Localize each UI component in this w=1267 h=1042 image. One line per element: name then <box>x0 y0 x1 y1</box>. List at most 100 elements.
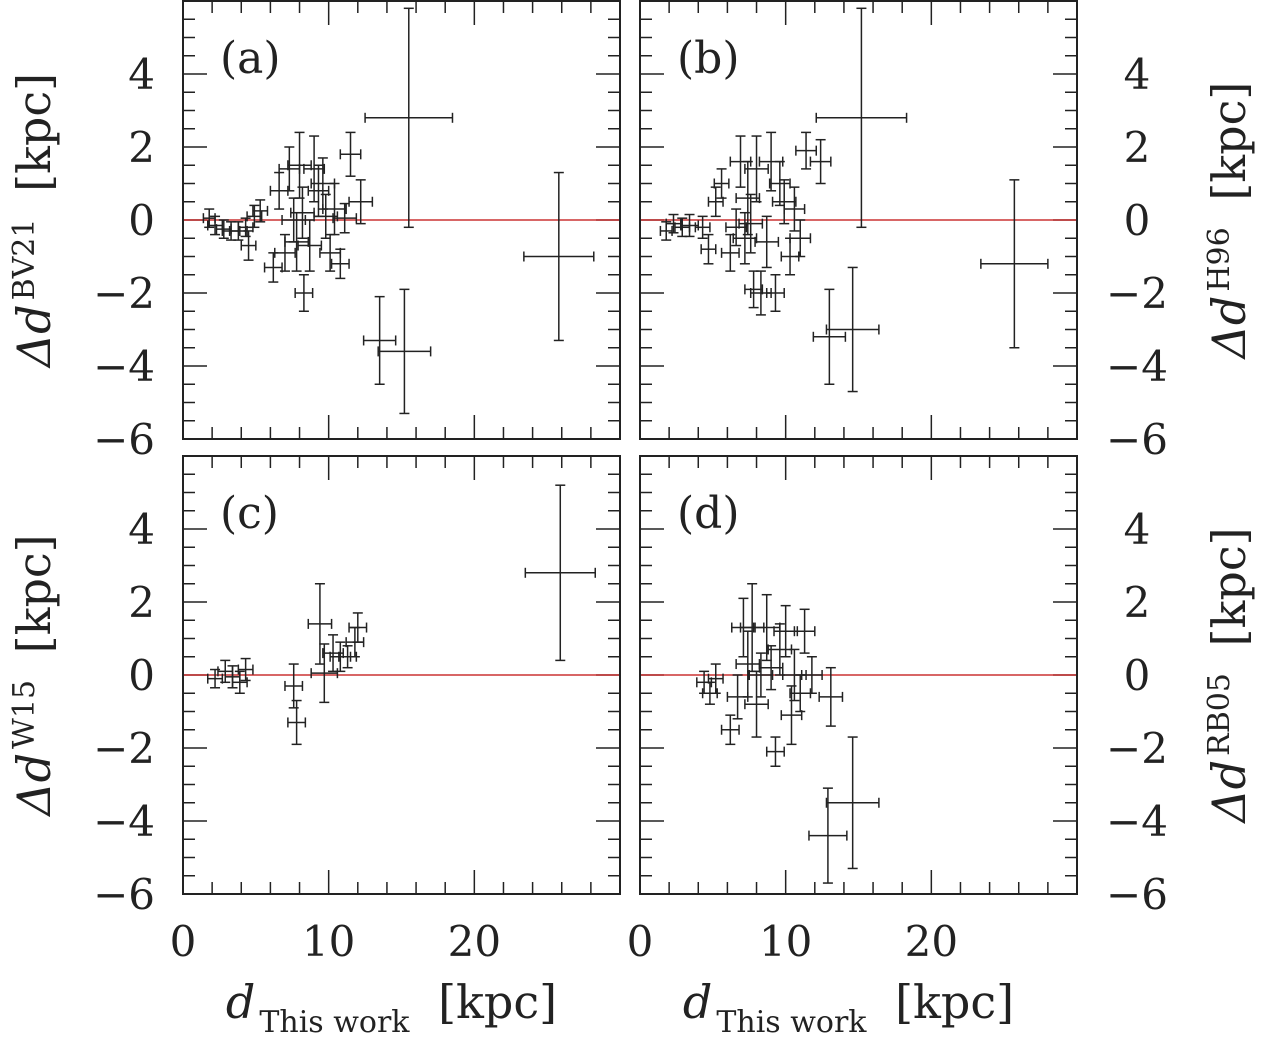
y-tick-label: −6 <box>1106 870 1168 919</box>
data-point <box>339 131 362 177</box>
data-point <box>749 270 772 316</box>
data-point <box>319 233 342 272</box>
data-point <box>713 168 730 199</box>
panel-a: (a) −6 −4 −2 0 2 4 ΔdBV21 [kpc] <box>7 0 621 464</box>
y-axis-unit: [kpc] <box>7 534 61 668</box>
y-tick-label: −4 <box>93 797 155 846</box>
data-point <box>294 274 314 312</box>
data-point <box>207 215 224 236</box>
data-point <box>818 666 844 727</box>
data-point <box>322 182 347 236</box>
y-axis-title: ΔdBV21 [kpc] <box>7 73 61 369</box>
y-tick-label: −2 <box>93 724 155 773</box>
data-point <box>771 179 797 225</box>
x-axis-title: d This work [kpc] <box>226 975 557 1040</box>
data-point <box>980 179 1049 349</box>
panel-label: (c) <box>220 488 279 539</box>
y-axis-symbol: Δd <box>1202 296 1256 361</box>
panel-frame <box>182 455 621 895</box>
y-tick-label: 0 <box>1124 651 1151 700</box>
y-axis-superscript: H96 <box>1202 227 1237 291</box>
x-axis-symbol: d <box>683 975 712 1029</box>
panel-label: (a) <box>220 33 281 84</box>
data-point <box>665 213 682 234</box>
y-tick-label: 0 <box>128 651 155 700</box>
data-point <box>825 266 880 393</box>
data-point <box>240 230 257 261</box>
x-tick-label: 10 <box>302 917 355 966</box>
data-point <box>754 215 780 269</box>
data-point <box>207 668 224 689</box>
y-axis-unit: [kpc] <box>1202 82 1256 216</box>
data-point <box>303 135 326 203</box>
data-point <box>752 593 781 662</box>
data-point <box>765 274 785 312</box>
data-point <box>362 295 397 385</box>
data-point <box>274 233 296 272</box>
panel-label: (d) <box>677 488 740 539</box>
data-point <box>800 656 823 694</box>
data-point <box>812 288 847 385</box>
data-point <box>789 219 812 258</box>
data-point <box>694 215 711 239</box>
y-axis-title: Δd H96 [kpc] <box>1202 82 1256 361</box>
y-axis-superscript: BV21 <box>7 219 42 301</box>
y-tick-label: −4 <box>93 342 155 391</box>
y-tick-label: 2 <box>128 578 155 627</box>
data-point <box>332 202 358 234</box>
x-axis-unit: [kpc] <box>880 975 1014 1029</box>
y-axis-title: Δd RB05 [kpc] <box>1202 527 1256 824</box>
y-tick-label: −2 <box>93 269 155 318</box>
data-point <box>246 204 263 229</box>
x-tick-label: 20 <box>448 917 501 966</box>
data-point <box>768 160 791 207</box>
data-point <box>348 179 374 225</box>
data-point <box>252 199 269 223</box>
data-point <box>725 208 748 247</box>
data-point <box>287 699 307 746</box>
y-tick-label: −2 <box>1106 269 1168 318</box>
y-axis-unit: [kpc] <box>7 73 61 207</box>
x-tick-label: 20 <box>905 917 958 966</box>
panel-c: (c) −6 −4 −2 0 2 4 Δd W15 [kpc] 0 10 20 d This work [… <box>7 455 621 1040</box>
x-axis-symbol: d <box>226 975 255 1029</box>
data-point <box>700 233 717 265</box>
data-point <box>237 657 254 682</box>
data-point <box>278 146 301 192</box>
data-point <box>765 736 785 767</box>
x-tick-label: 10 <box>759 917 812 966</box>
data-point <box>815 7 908 229</box>
data-point <box>297 219 323 272</box>
y-axis-superscript: W15 <box>7 680 42 749</box>
panel-frame <box>182 0 621 440</box>
y-tick-label: −4 <box>1106 342 1168 391</box>
y-tick-label: −2 <box>1106 724 1168 773</box>
data-point <box>338 645 358 669</box>
panel-frame <box>639 0 1078 440</box>
data-point <box>795 131 818 170</box>
y-tick-label: 2 <box>1124 578 1151 627</box>
y-tick-label: 0 <box>1124 196 1151 245</box>
data-point <box>364 7 454 229</box>
data-point <box>809 138 832 185</box>
data-point <box>524 484 596 662</box>
y-tick-label: −4 <box>1106 797 1168 846</box>
data-point <box>263 252 283 283</box>
x-axis-subscript: This work <box>716 1005 867 1040</box>
y-tick-label: 2 <box>1124 123 1151 172</box>
y-tick-label: −6 <box>1106 415 1168 464</box>
y-axis-unit: [kpc] <box>1202 527 1256 661</box>
data-point <box>808 787 848 884</box>
y-tick-label: −6 <box>93 415 155 464</box>
y-axis-symbol: Δd <box>1202 760 1256 825</box>
data-point <box>720 714 740 746</box>
y-tick-label: 4 <box>128 50 155 99</box>
data-point <box>738 193 764 254</box>
x-axis-subscript: This work <box>259 1005 410 1040</box>
panel-b: (b) −6 −4 −2 0 2 4 Δd H96 [kpc] <box>639 0 1256 464</box>
data-point <box>825 736 880 870</box>
panel-frame <box>639 455 1078 895</box>
y-tick-label: 4 <box>1124 505 1151 554</box>
data-point <box>231 670 248 694</box>
